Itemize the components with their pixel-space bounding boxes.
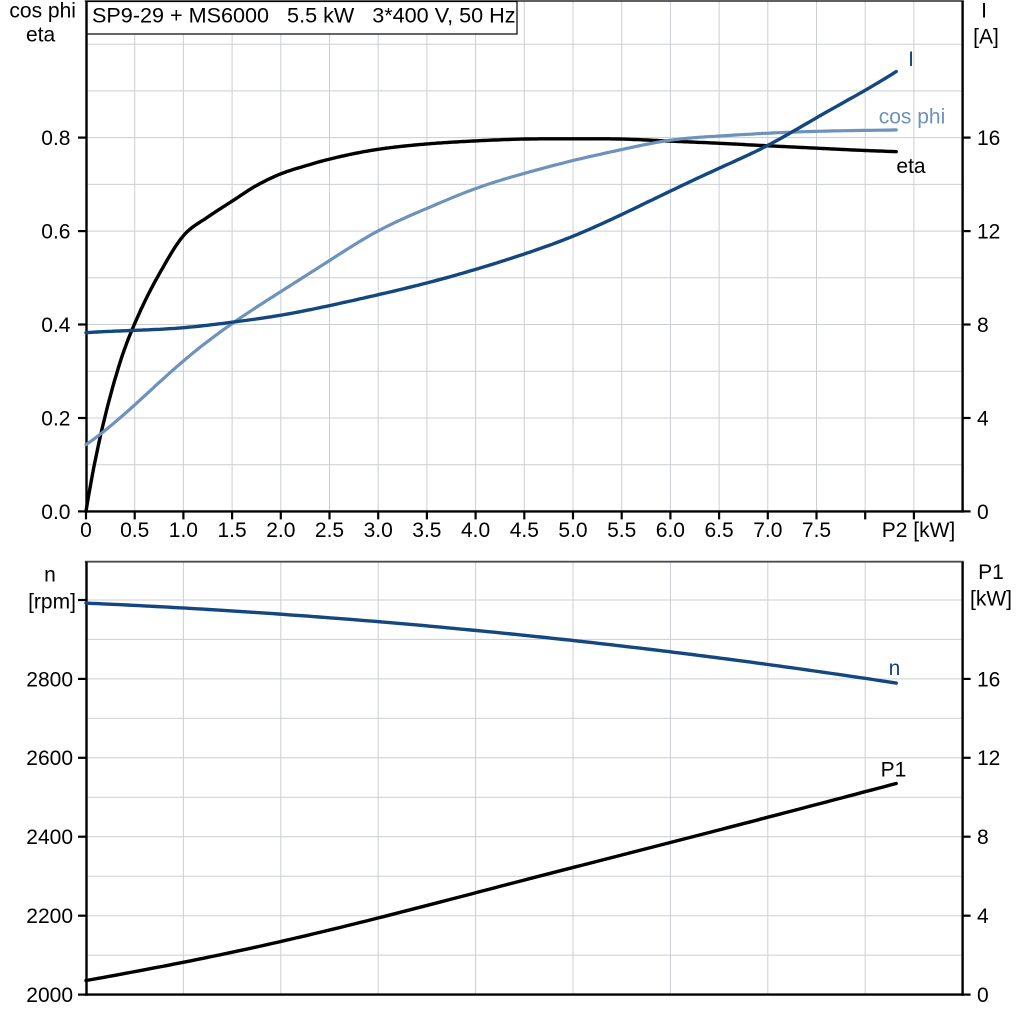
svg-text:P1: P1 bbox=[881, 758, 907, 781]
svg-text:6.0: 6.0 bbox=[656, 519, 685, 542]
svg-text:2.0: 2.0 bbox=[266, 519, 295, 542]
svg-text:8: 8 bbox=[977, 314, 989, 337]
svg-text:4.5: 4.5 bbox=[510, 519, 539, 542]
svg-text:2400: 2400 bbox=[26, 826, 73, 849]
svg-text:0.0: 0.0 bbox=[41, 501, 70, 524]
svg-text:1.0: 1.0 bbox=[169, 519, 198, 542]
svg-text:12: 12 bbox=[977, 221, 1000, 244]
svg-text:SP9-29 + MS6000 5.5 kW 3*4: SP9-29 + MS6000 5.5 kW 3*400 V, 50 Hz bbox=[92, 2, 516, 27]
svg-text:eta: eta bbox=[26, 23, 56, 46]
svg-text:[A]: [A] bbox=[973, 25, 999, 48]
svg-text:cos phi: cos phi bbox=[9, 0, 76, 23]
svg-text:0: 0 bbox=[977, 501, 989, 524]
svg-text:4: 4 bbox=[977, 905, 989, 928]
svg-text:5.0: 5.0 bbox=[558, 519, 587, 542]
svg-text:0.6: 0.6 bbox=[41, 221, 70, 244]
svg-text:0: 0 bbox=[977, 984, 989, 1007]
svg-text:7.0: 7.0 bbox=[753, 519, 782, 542]
svg-text:cos phi: cos phi bbox=[879, 105, 946, 128]
svg-text:I: I bbox=[908, 48, 914, 71]
svg-text:16: 16 bbox=[977, 127, 1000, 150]
svg-text:0.5: 0.5 bbox=[120, 519, 149, 542]
svg-text:0.2: 0.2 bbox=[41, 407, 70, 430]
svg-text:0.4: 0.4 bbox=[41, 314, 71, 337]
svg-text:4: 4 bbox=[977, 407, 989, 430]
svg-text:3.5: 3.5 bbox=[412, 519, 441, 542]
svg-text:7.5: 7.5 bbox=[802, 519, 831, 542]
svg-text:0: 0 bbox=[80, 519, 92, 542]
svg-text:8: 8 bbox=[977, 826, 989, 849]
svg-text:1.5: 1.5 bbox=[217, 519, 246, 542]
svg-text:P1: P1 bbox=[978, 561, 1004, 584]
svg-text:n: n bbox=[44, 563, 56, 586]
svg-text:n: n bbox=[889, 657, 901, 680]
svg-text:I: I bbox=[981, 0, 987, 22]
svg-text:P2 [kW]: P2 [kW] bbox=[882, 519, 956, 542]
svg-text:eta: eta bbox=[896, 155, 926, 178]
svg-text:12: 12 bbox=[977, 747, 1000, 770]
svg-text:2000: 2000 bbox=[26, 984, 73, 1007]
svg-text:16: 16 bbox=[977, 668, 1000, 691]
svg-text:5.5: 5.5 bbox=[607, 519, 636, 542]
svg-text:0.8: 0.8 bbox=[41, 127, 70, 150]
svg-text:6.5: 6.5 bbox=[704, 519, 733, 542]
svg-text:[kW]: [kW] bbox=[970, 587, 1012, 610]
svg-text:2600: 2600 bbox=[26, 747, 73, 770]
svg-text:3.0: 3.0 bbox=[364, 519, 393, 542]
svg-text:[rpm]: [rpm] bbox=[28, 590, 76, 613]
svg-text:2200: 2200 bbox=[26, 905, 73, 928]
svg-text:2.5: 2.5 bbox=[315, 519, 344, 542]
svg-text:4.0: 4.0 bbox=[461, 519, 490, 542]
svg-text:2800: 2800 bbox=[26, 668, 73, 691]
